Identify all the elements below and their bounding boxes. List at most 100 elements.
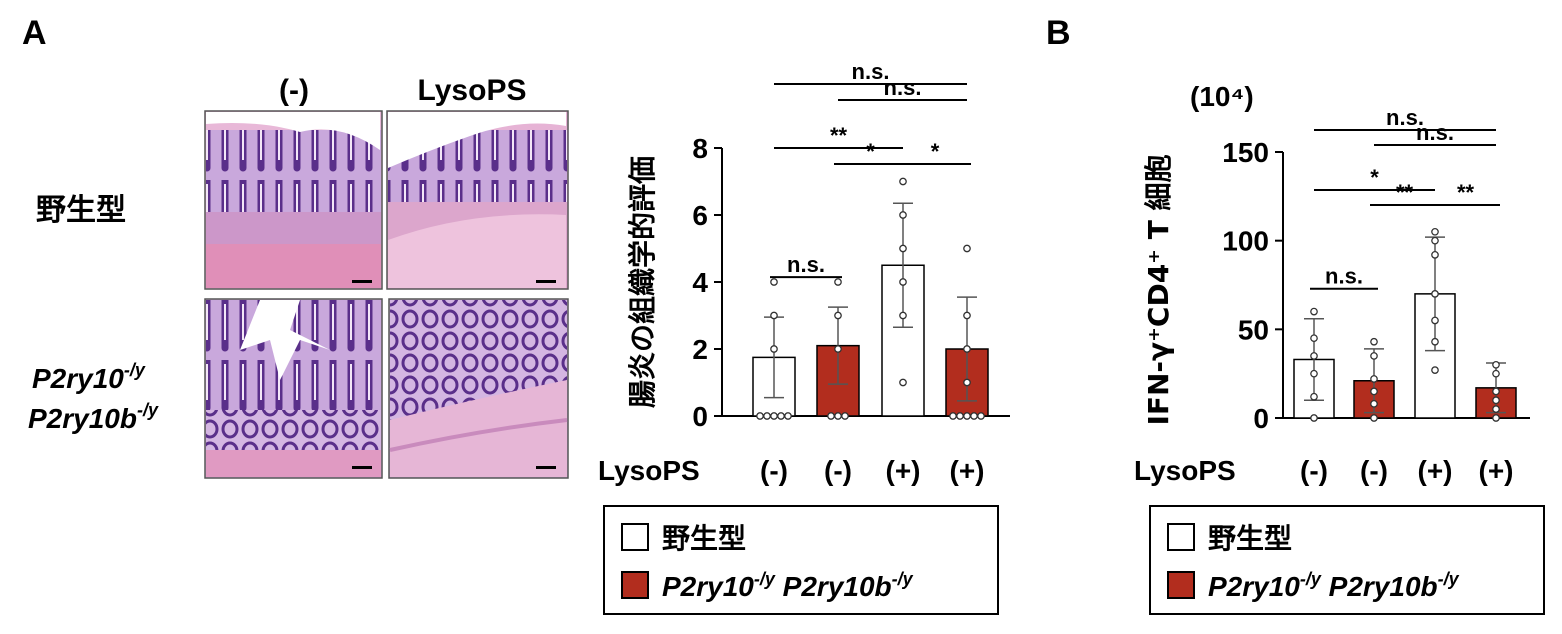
legend2-wt-swatch (1167, 523, 1195, 551)
chart2-data-point (1370, 352, 1378, 360)
chart1-y-tick-label: 8 (692, 133, 708, 164)
legend2-ko-swatch (1167, 571, 1195, 599)
chart1-data-point (770, 278, 778, 286)
chart1-legend: 野生型 P2ry10-/y P2ry10b-/y (603, 505, 999, 615)
chart2-category-label: (-) (1300, 455, 1328, 486)
chart2-data-point (1370, 387, 1378, 396)
chart2-significance-label: * (1370, 165, 1379, 190)
legend1-ko-swatch (621, 571, 649, 599)
chart1-data-point (899, 177, 907, 186)
chart2-significance-label: ** (1457, 180, 1475, 205)
chart1-data-point (949, 412, 957, 420)
chart2-data-point (1310, 334, 1318, 343)
chart1-data-point (841, 412, 849, 420)
legend2-wt-label: 野生型 (1208, 522, 1292, 555)
chart1-data-point (834, 278, 842, 286)
micrograph-ko-lysops (388, 298, 569, 479)
chart2-data-point (1492, 360, 1500, 369)
chart1-category-label: (+) (950, 455, 985, 486)
legend2-ko-label: P2ry10-/y P2ry10b-/y (1208, 569, 1460, 602)
chart1-significance-label: * (931, 139, 940, 164)
chart1-significance-label: n.s. (852, 59, 890, 84)
chart2-significance-label: n.s. (1386, 105, 1424, 130)
chart1-category-label: (-) (760, 455, 788, 486)
panel-b-label: B (1046, 14, 1071, 52)
chart2-y-tick-label: 0 (1253, 403, 1269, 434)
chart1-data-point (963, 311, 971, 320)
chart1-data-point (770, 345, 778, 353)
chart2-data-point (1310, 369, 1318, 378)
chart1-significance-label: * (866, 139, 875, 164)
micrograph-wt-control (204, 110, 383, 290)
chart1-category-label: (-) (824, 455, 852, 486)
chart2-data-point (1370, 337, 1378, 346)
legend1-wt-label: 野生型 (662, 522, 746, 555)
chart2-data-point (1310, 414, 1318, 422)
chart1-data-point (899, 378, 907, 387)
chart2-y-axis-label: IFN-γ⁺CD4⁺ T 細胞 (1142, 154, 1175, 425)
legend1-wt-swatch (621, 523, 649, 551)
chart2-legend: 野生型 P2ry10-/y P2ry10b-/y (1149, 505, 1545, 615)
chart2-data-point (1492, 387, 1500, 396)
panel-a-label: A (22, 14, 47, 52)
chart1-data-point (784, 412, 792, 420)
chart2-data-point (1431, 290, 1439, 298)
chart1-lysops-row-label: LysoPS (598, 455, 700, 486)
legend1-ko-label: P2ry10-/y P2ry10b-/y (662, 569, 914, 602)
chart2-significance-label: n.s. (1416, 120, 1454, 145)
chart2-category-label: (+) (1418, 455, 1453, 486)
histology-row-ko-line1: P2ry10-/y (32, 360, 146, 394)
chart2-data-point (1370, 375, 1378, 383)
histology-row-wildtype: 野生型 (36, 193, 126, 228)
chart1-y-tick-label: 4 (692, 267, 708, 298)
chart1-y-tick-label: 2 (692, 334, 708, 365)
chart2-category-label: (+) (1479, 455, 1514, 486)
chart1-data-point (770, 311, 778, 320)
chart1-y-tick-label: 6 (692, 200, 708, 231)
chart1-data-point (834, 311, 842, 320)
chart2-y-tick-label: 50 (1238, 314, 1269, 345)
chart1-data-point (834, 412, 842, 420)
chart1-data-point (963, 378, 971, 387)
chart1-data-point (834, 345, 842, 353)
chart1-data-point (899, 211, 907, 219)
chart1-data-point (963, 412, 971, 420)
chart2-data-point (1431, 337, 1439, 346)
histology-header-lysops: LysoPS (418, 74, 527, 107)
chart2-lysops-row-label: LysoPS (1134, 455, 1236, 486)
chart2-significance-label: ** (1396, 180, 1414, 205)
chart2-data-point (1370, 414, 1378, 422)
micrograph-wt-lysops (386, 110, 569, 290)
chart1-data-point (963, 345, 971, 353)
chart1-y-tick-label: 0 (692, 401, 708, 432)
chart2-significance-label: n.s. (1325, 264, 1363, 289)
chart1-data-point (956, 412, 964, 420)
chart1-data-point (977, 412, 985, 420)
chart2-data-point (1492, 369, 1500, 378)
chart2-data-point (1492, 396, 1500, 405)
chart2-data-point (1310, 392, 1318, 401)
chart2-data-point (1370, 399, 1378, 408)
micrograph-ko-control (204, 298, 383, 479)
chart2-data-point (1492, 405, 1500, 413)
chart1-data-point (827, 412, 835, 420)
chart1-data-point (756, 412, 764, 420)
histology-row-ko-line2: P2ry10b-/y (28, 400, 159, 434)
chart2-data-point (1431, 227, 1439, 236)
chart1-bar (881, 264, 925, 417)
chart1-category-label: (+) (886, 455, 921, 486)
chart1-data-point (763, 412, 771, 420)
chart1-data-point (899, 244, 907, 253)
chart2-data-point (1431, 316, 1439, 325)
histology-header-control: (-) (279, 74, 309, 107)
chart2-y-unit: (10⁴) (1190, 81, 1254, 112)
chart1-data-point (963, 244, 971, 253)
chart1-data-point (899, 311, 907, 320)
chart2-category-label: (-) (1360, 455, 1388, 486)
chart1-significance-label: n.s. (787, 252, 825, 277)
chart2-data-point (1310, 352, 1318, 360)
chart1-data-point (899, 278, 907, 286)
chart1-y-axis-label: 腸炎の組織学的評価 (626, 156, 659, 408)
